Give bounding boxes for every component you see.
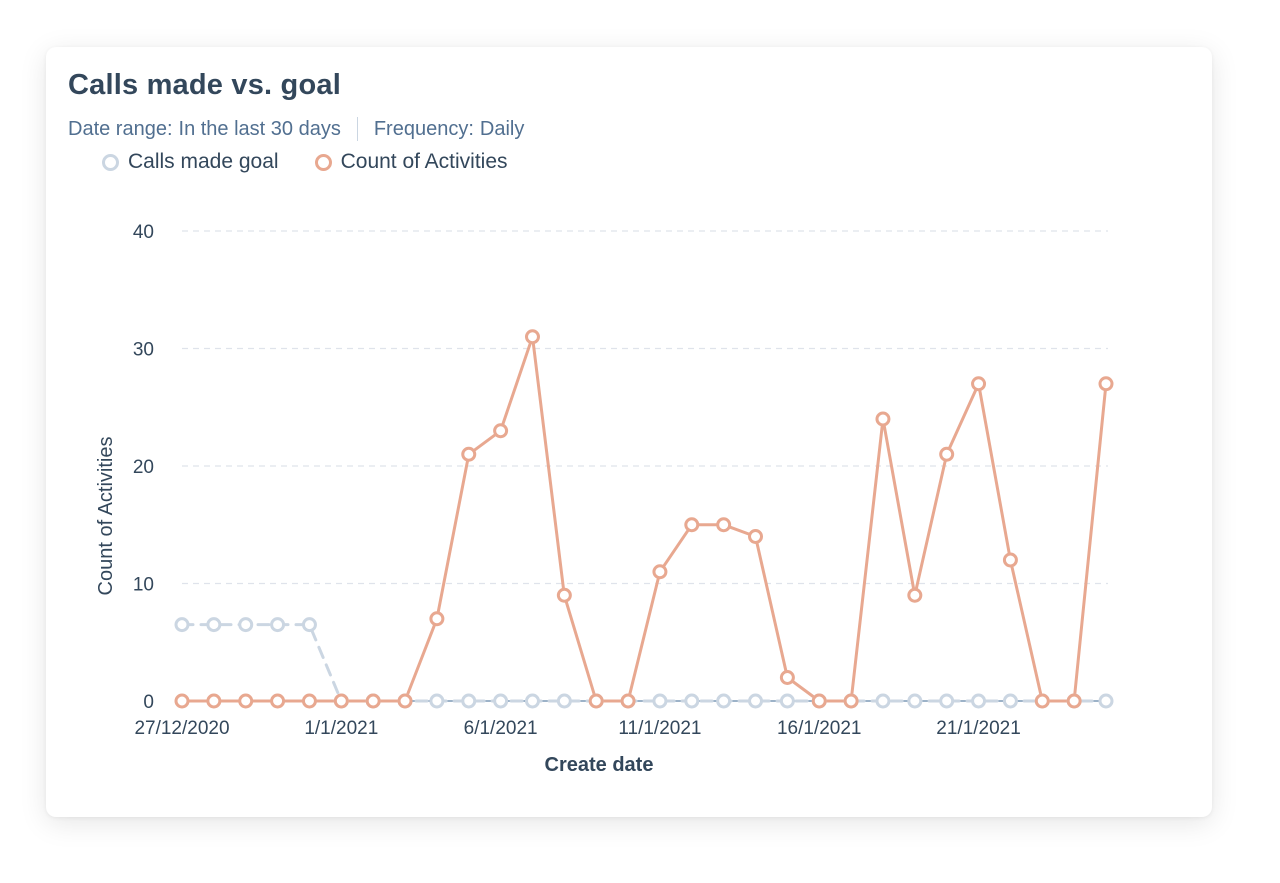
data-point-1 xyxy=(939,446,955,462)
x-tick-label: 27/12/2020 xyxy=(134,718,229,739)
data-point-0 xyxy=(907,693,923,709)
data-point-0 xyxy=(652,693,668,709)
data-point-0 xyxy=(493,693,509,709)
legend-circle-icon xyxy=(102,153,119,171)
y-axis-title: Count of Activities xyxy=(95,437,117,596)
data-point-0 xyxy=(206,617,222,633)
data-point-1 xyxy=(556,587,572,603)
report-card: Calls made vs. goal Date range: In the l… xyxy=(46,47,1212,817)
data-point-0 xyxy=(971,693,987,709)
data-point-1 xyxy=(493,423,509,439)
chart-title: Calls made vs. goal xyxy=(68,69,341,101)
y-tick-label: 20 xyxy=(133,457,154,478)
legend-label: Calls made goal xyxy=(128,150,279,173)
data-point-0 xyxy=(748,693,764,709)
data-point-1 xyxy=(301,693,317,709)
meta-divider xyxy=(356,117,358,141)
legend-item-goal[interactable]: Calls made goal xyxy=(102,150,279,174)
data-point-1 xyxy=(811,693,827,709)
data-point-1 xyxy=(206,693,222,709)
x-tick-label: 1/1/2021 xyxy=(304,718,378,739)
data-point-1 xyxy=(1034,693,1050,709)
x-tick-label: 6/1/2021 xyxy=(464,718,538,739)
data-point-1 xyxy=(524,329,540,345)
data-point-1 xyxy=(588,693,604,709)
data-point-0 xyxy=(238,617,254,633)
y-tick-label: 40 xyxy=(133,222,154,243)
data-point-0 xyxy=(270,617,286,633)
data-point-1 xyxy=(652,564,668,580)
data-point-1 xyxy=(684,517,700,533)
y-tick-label: 10 xyxy=(133,575,154,596)
data-point-1 xyxy=(620,693,636,709)
data-point-1 xyxy=(779,670,795,685)
data-point-0 xyxy=(301,617,317,633)
y-tick-label: 30 xyxy=(133,340,154,361)
data-point-0 xyxy=(556,693,572,709)
data-point-0 xyxy=(461,693,477,709)
data-point-1 xyxy=(333,693,349,709)
legend-item-activities[interactable]: Count of Activities xyxy=(314,150,508,174)
data-point-1 xyxy=(270,693,286,709)
data-point-1 xyxy=(971,376,987,392)
data-point-0 xyxy=(716,693,732,709)
data-point-1 xyxy=(748,529,764,544)
data-point-1 xyxy=(397,693,413,709)
y-tick-label: 0 xyxy=(143,692,154,713)
data-point-1 xyxy=(429,611,445,627)
series-line-1 xyxy=(180,335,1108,703)
chart-legend: Calls made goal Count of Activities xyxy=(102,150,544,174)
data-point-1 xyxy=(875,411,891,427)
data-point-1 xyxy=(843,693,859,709)
frequency-key: Frequency: xyxy=(373,117,474,140)
x-axis-title: Create date xyxy=(545,754,654,776)
line-chart: 0 10 20 30 40 27/12/2020 1/1/2021 6/1/2021 11/1/… xyxy=(95,222,1114,776)
x-tick-label: 16/1/2021 xyxy=(777,718,862,739)
data-point-1 xyxy=(1002,552,1018,568)
data-point-0 xyxy=(524,693,540,709)
legend-circle-icon xyxy=(314,153,332,171)
x-tick-label: 11/1/2021 xyxy=(618,718,701,739)
data-point-0 xyxy=(1002,693,1018,709)
data-point-1 xyxy=(238,693,254,709)
data-point-0 xyxy=(429,693,445,709)
data-point-1 xyxy=(716,517,732,533)
data-point-0 xyxy=(939,693,955,709)
data-point-0 xyxy=(1098,693,1114,709)
date-range-key: Date range: xyxy=(68,117,173,140)
data-point-1 xyxy=(461,446,477,462)
x-tick-label: 21/1/2021 xyxy=(936,718,1021,739)
data-point-1 xyxy=(1098,376,1114,392)
data-point-1 xyxy=(174,693,190,709)
legend-label: Count of Activities xyxy=(340,150,508,173)
data-point-1 xyxy=(365,693,381,709)
data-point-1 xyxy=(907,587,923,603)
data-point-0 xyxy=(174,617,190,633)
data-point-0 xyxy=(875,693,891,709)
report-meta: Date range: In the last 30 days Frequenc… xyxy=(68,117,524,141)
date-range-value[interactable]: In the last 30 days xyxy=(178,117,341,140)
data-point-0 xyxy=(684,693,700,709)
data-point-0 xyxy=(779,693,795,709)
frequency-value[interactable]: Daily xyxy=(479,117,525,140)
data-point-1 xyxy=(1066,693,1082,709)
